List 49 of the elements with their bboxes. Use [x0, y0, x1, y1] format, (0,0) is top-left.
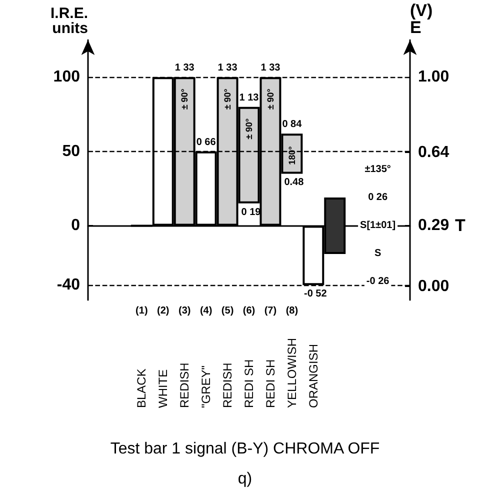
y2-tick-label: 0.00	[418, 278, 450, 295]
annotation: S[1±01]	[360, 220, 396, 232]
annotation: 1 33	[174, 62, 195, 74]
text: REDISH	[220, 362, 235, 408]
text: YELLOWISH	[284, 338, 299, 408]
annotation: 0 26	[368, 192, 388, 204]
text: WHITE	[156, 369, 170, 408]
x-tick-label: (8)	[286, 306, 298, 316]
x-tick-label: (1)	[136, 306, 148, 316]
annotation: 0 84	[282, 119, 302, 130]
x-tick-label: (6)	[242, 306, 256, 316]
annotation: 1 13	[239, 92, 260, 104]
annotation: ± 90°	[244, 118, 254, 140]
annotation: 0 66	[196, 136, 216, 148]
text: q)	[238, 470, 252, 488]
annotation: ±135°	[364, 164, 391, 176]
annotation: 1 33	[260, 62, 281, 74]
y-axis-title: I.R.E. units	[50, 5, 88, 37]
annotation: 0.48	[284, 177, 304, 188]
annotation: ± 90°	[265, 88, 276, 110]
y2-axis-title: (V) E	[410, 1, 433, 37]
x-tick-label: (4)	[200, 306, 212, 316]
annotation: -0 52	[304, 288, 328, 300]
annotation: 1 33	[218, 62, 238, 74]
x-tick-label: (2)	[157, 306, 170, 316]
x-tick-label: (3)	[178, 306, 191, 316]
y-tick-label: -40	[56, 276, 80, 294]
annotation: ± 90°	[180, 88, 190, 110]
text: REDI SH	[263, 359, 278, 408]
y-tick-label: 50	[62, 142, 80, 160]
x-tick-label: (5)	[221, 306, 234, 316]
x-axis-title: T	[455, 216, 466, 236]
text: "GREY"	[199, 365, 214, 408]
annotation: S	[374, 248, 382, 260]
text: ORANGISH	[306, 344, 320, 408]
text: REDISH	[178, 362, 192, 408]
annotation: -0 26	[366, 276, 390, 288]
y-tick-label: 0	[71, 217, 80, 234]
y-tick-label: 100	[53, 68, 80, 86]
text: BLACK	[134, 368, 149, 408]
annotation: ± 90°	[222, 88, 233, 110]
y2-tick-label: 0.29	[418, 217, 450, 234]
text: Test bar 1 signal (B-Y) CHROMA OFF	[110, 440, 380, 458]
y2-tick-label: 1.00	[418, 68, 450, 86]
text: REDI SH	[242, 359, 256, 408]
x-tick-label: (7)	[264, 306, 277, 316]
annotation: 0 19	[241, 206, 262, 218]
y2-tick-label: 0.64	[418, 144, 450, 162]
annotation: 180°	[286, 146, 297, 165]
